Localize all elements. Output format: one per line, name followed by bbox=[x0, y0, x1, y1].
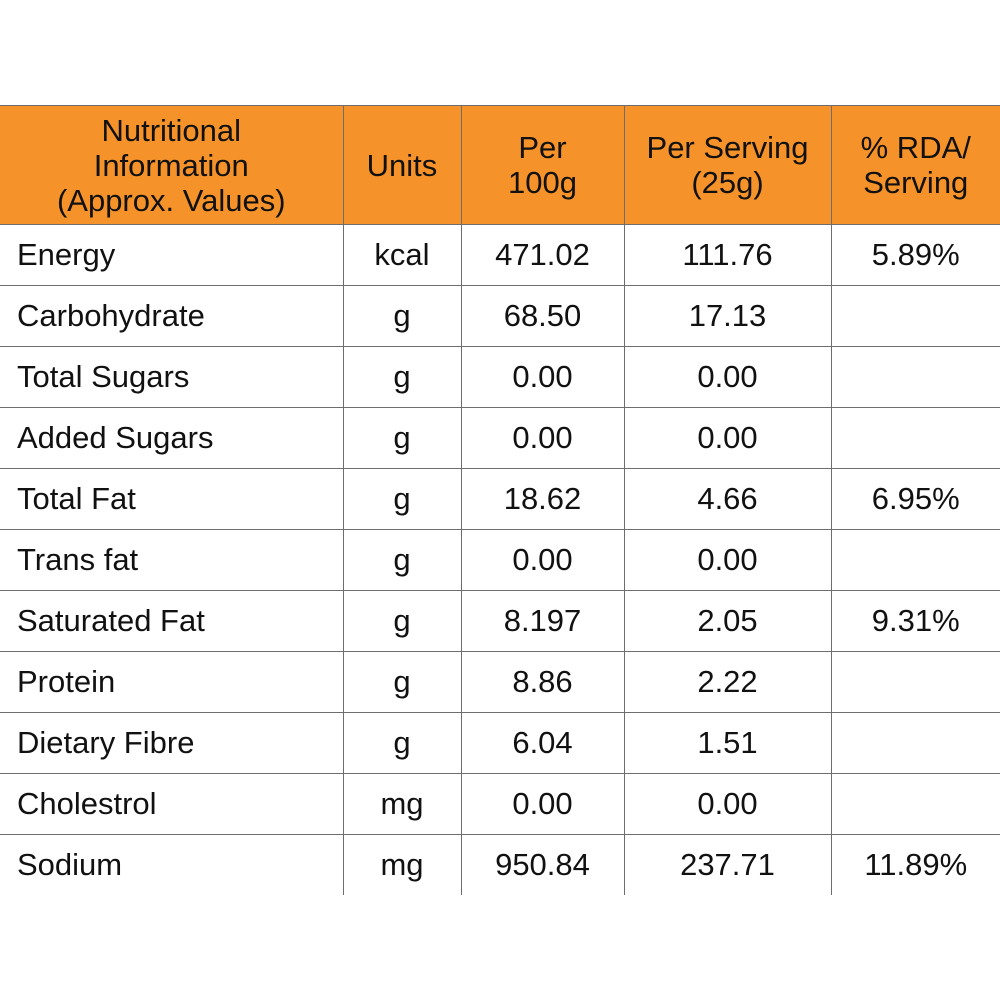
table-row: Carbohydrate g 68.50 17.13 bbox=[0, 285, 1000, 347]
value-rda: 9.31% bbox=[830, 590, 1000, 652]
value-per-serving: 0.00 bbox=[623, 346, 832, 408]
table-row: Cholestrol mg 0.00 0.00 bbox=[0, 773, 1000, 835]
nutrient-unit: kcal bbox=[342, 224, 462, 286]
table-row: Dietary Fibre g 6.04 1.51 bbox=[0, 712, 1000, 774]
value-per-100g: 68.50 bbox=[460, 285, 625, 347]
nutrient-name: Added Sugars bbox=[0, 407, 344, 469]
table-row: Total Fat g 18.62 4.66 6.95% bbox=[0, 468, 1000, 530]
value-per-100g: 6.04 bbox=[460, 712, 625, 774]
nutrient-name: Saturated Fat bbox=[0, 590, 344, 652]
nutrient-unit: mg bbox=[342, 834, 462, 895]
table-row: Saturated Fat g 8.197 2.05 9.31% bbox=[0, 590, 1000, 652]
nutrient-unit: g bbox=[342, 651, 462, 713]
table-row: Protein g 8.86 2.22 bbox=[0, 651, 1000, 713]
nutrient-name: Trans fat bbox=[0, 529, 344, 591]
value-per-100g: 8.86 bbox=[460, 651, 625, 713]
header-per-serving: Per Serving (25g) bbox=[623, 105, 832, 225]
header-rda: % RDA/ Serving bbox=[830, 105, 1000, 225]
value-per-serving: 4.66 bbox=[623, 468, 832, 530]
value-per-serving: 2.05 bbox=[623, 590, 832, 652]
value-rda bbox=[830, 407, 1000, 469]
nutrient-unit: g bbox=[342, 712, 462, 774]
value-per-100g: 0.00 bbox=[460, 407, 625, 469]
nutrient-unit: g bbox=[342, 590, 462, 652]
nutrient-name: Total Sugars bbox=[0, 346, 344, 408]
nutrient-name: Cholestrol bbox=[0, 773, 344, 835]
value-per-serving: 1.51 bbox=[623, 712, 832, 774]
value-per-serving: 2.22 bbox=[623, 651, 832, 713]
nutrient-unit: mg bbox=[342, 773, 462, 835]
nutrient-unit: g bbox=[342, 468, 462, 530]
value-per-serving: 0.00 bbox=[623, 407, 832, 469]
value-rda: 11.89% bbox=[830, 834, 1000, 895]
table-row: Added Sugars g 0.00 0.00 bbox=[0, 407, 1000, 469]
value-rda bbox=[830, 773, 1000, 835]
nutrient-name: Protein bbox=[0, 651, 344, 713]
table-row: Trans fat g 0.00 0.00 bbox=[0, 529, 1000, 591]
header-row: Nutritional Information (Approx. Values)… bbox=[0, 105, 1000, 225]
nutrient-unit: g bbox=[342, 285, 462, 347]
value-per-100g: 950.84 bbox=[460, 834, 625, 895]
nutrient-unit: g bbox=[342, 529, 462, 591]
nutrient-name: Dietary Fibre bbox=[0, 712, 344, 774]
value-per-serving: 111.76 bbox=[623, 224, 832, 286]
nutrient-unit: g bbox=[342, 407, 462, 469]
value-per-serving: 0.00 bbox=[623, 773, 832, 835]
table-row: Energy kcal 471.02 111.76 5.89% bbox=[0, 224, 1000, 286]
header-per-100g: Per 100g bbox=[460, 105, 625, 225]
value-rda bbox=[830, 651, 1000, 713]
value-per-100g: 8.197 bbox=[460, 590, 625, 652]
value-rda: 6.95% bbox=[830, 468, 1000, 530]
value-per-100g: 18.62 bbox=[460, 468, 625, 530]
table-row: Sodium mg 950.84 237.71 11.89% bbox=[0, 834, 1000, 895]
value-per-serving: 0.00 bbox=[623, 529, 832, 591]
value-rda bbox=[830, 285, 1000, 347]
value-per-100g: 471.02 bbox=[460, 224, 625, 286]
nutrient-name: Total Fat bbox=[0, 468, 344, 530]
value-rda bbox=[830, 529, 1000, 591]
nutrient-name: Energy bbox=[0, 224, 344, 286]
value-per-100g: 0.00 bbox=[460, 529, 625, 591]
value-per-serving: 17.13 bbox=[623, 285, 832, 347]
value-per-serving: 237.71 bbox=[623, 834, 832, 895]
header-nutrient: Nutritional Information (Approx. Values) bbox=[0, 105, 344, 225]
value-per-100g: 0.00 bbox=[460, 346, 625, 408]
table-row: Total Sugars g 0.00 0.00 bbox=[0, 346, 1000, 408]
value-rda bbox=[830, 346, 1000, 408]
value-rda bbox=[830, 712, 1000, 774]
nutrient-name: Sodium bbox=[0, 834, 344, 895]
nutrient-unit: g bbox=[342, 346, 462, 408]
value-rda: 5.89% bbox=[830, 224, 1000, 286]
value-per-100g: 0.00 bbox=[460, 773, 625, 835]
nutrition-table: Nutritional Information (Approx. Values)… bbox=[0, 105, 1000, 895]
nutrient-name: Carbohydrate bbox=[0, 285, 344, 347]
header-units: Units bbox=[342, 105, 462, 225]
